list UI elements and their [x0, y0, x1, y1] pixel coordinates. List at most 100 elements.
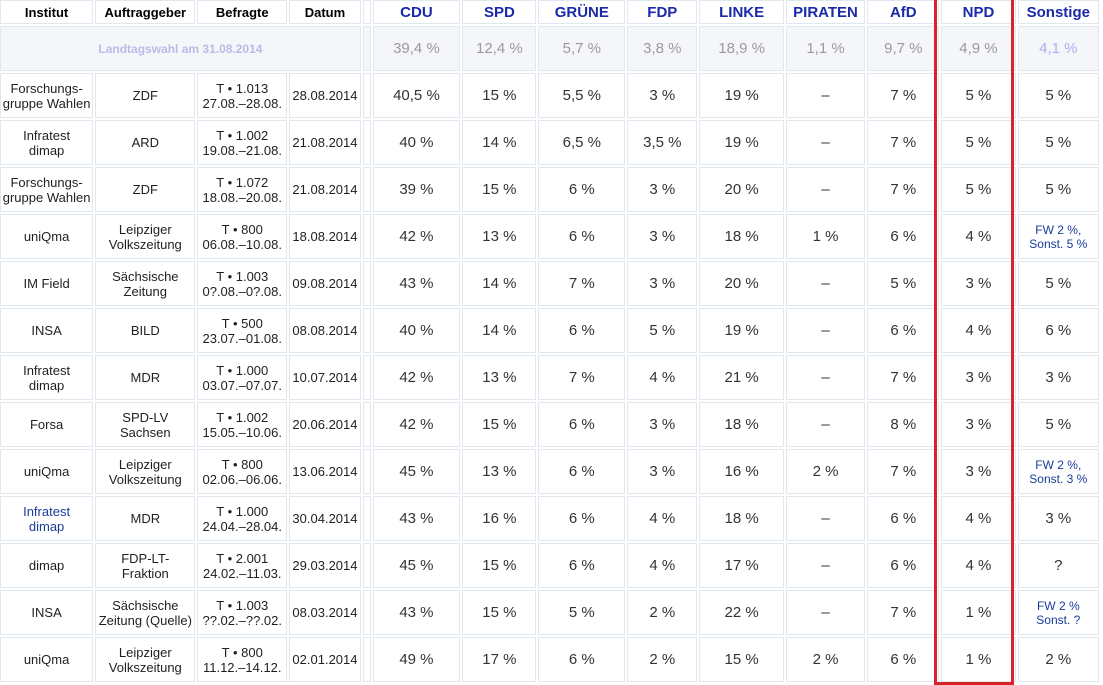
institut-cell[interactable]: Infratest dimap: [0, 355, 94, 400]
value-piraten: 2 %: [785, 449, 866, 494]
poll-row: Infratest dimap MDR T • 1.000 24.04.–28.04…: [0, 496, 1099, 541]
value-cdu: 40 %: [372, 120, 461, 165]
value-linke: 19 %: [699, 120, 784, 165]
value-gruene: 6,5 %: [538, 120, 626, 165]
auftraggeber-cell[interactable]: BILD: [95, 308, 196, 353]
value-afd: 6 %: [867, 543, 940, 588]
befragte-cell: T • 800 02.06.–06.06.: [197, 449, 288, 494]
auftraggeber-cell[interactable]: Sächsische Zeitung: [95, 261, 196, 306]
value-sonstige: 3 %: [1017, 496, 1099, 541]
value-gruene: 6 %: [538, 167, 626, 212]
datum-cell: 02.01.2014: [289, 637, 361, 682]
poll-row: Forsa SPD-LV Sachsen T • 1.002 15.05.–10.0…: [0, 402, 1099, 447]
institut-cell[interactable]: dimap: [0, 543, 94, 588]
value-piraten: 1 %: [785, 214, 866, 259]
result-value: 4,1 %: [1017, 26, 1099, 71]
value-piraten: 2 %: [785, 637, 866, 682]
institut-cell[interactable]: INSA: [0, 590, 94, 635]
auftraggeber-cell[interactable]: ZDF: [95, 73, 196, 118]
value-spd: 16 %: [462, 496, 537, 541]
value-cdu: 39 %: [372, 167, 461, 212]
header-fdp[interactable]: FDP: [627, 0, 698, 24]
institut-cell[interactable]: Infratest dimap: [0, 496, 94, 541]
value-gruene: 7 %: [538, 261, 626, 306]
value-linke: 20 %: [699, 261, 784, 306]
value-fdp: 4 %: [627, 543, 698, 588]
auftraggeber-cell[interactable]: Leipziger Volkszeitung: [95, 214, 196, 259]
separator: [362, 73, 371, 118]
value-gruene: 7 %: [538, 355, 626, 400]
value-fdp: 4 %: [627, 355, 698, 400]
auftraggeber-cell[interactable]: Sächsische Zeitung (Quelle): [95, 590, 196, 635]
institut-cell[interactable]: uniQma: [0, 449, 94, 494]
value-fdp: 4 %: [627, 496, 698, 541]
datum-cell: 20.06.2014: [289, 402, 361, 447]
value-afd: 8 %: [867, 402, 940, 447]
value-piraten: –: [785, 496, 866, 541]
value-spd: 15 %: [462, 73, 537, 118]
auftraggeber-cell[interactable]: MDR: [95, 355, 196, 400]
value-sonstige: 5 %: [1017, 167, 1099, 212]
institut-cell[interactable]: INSA: [0, 308, 94, 353]
result-value: 4,9 %: [941, 26, 1016, 71]
header-piraten[interactable]: PIRATEN: [785, 0, 866, 24]
auftraggeber-cell[interactable]: SPD-LV Sachsen: [95, 402, 196, 447]
auftraggeber-cell[interactable]: MDR: [95, 496, 196, 541]
auftraggeber-cell[interactable]: ZDF: [95, 167, 196, 212]
value-sonstige: FW 2 %, Sonst. 5 %: [1017, 214, 1099, 259]
institut-cell[interactable]: Forschungs- gruppe Wahlen: [0, 73, 94, 118]
value-afd: 6 %: [867, 496, 940, 541]
value-afd: 7 %: [867, 120, 940, 165]
auftraggeber-cell[interactable]: Leipziger Volkszeitung: [95, 637, 196, 682]
value-cdu: 42 %: [372, 214, 461, 259]
value-linke: 20 %: [699, 167, 784, 212]
value-fdp: 2 %: [627, 637, 698, 682]
auftraggeber-cell[interactable]: ARD: [95, 120, 196, 165]
institut-cell[interactable]: IM Field: [0, 261, 94, 306]
value-linke: 22 %: [699, 590, 784, 635]
header-gruene[interactable]: GRÜNE: [538, 0, 626, 24]
header-spd[interactable]: SPD: [462, 0, 537, 24]
value-npd: 1 %: [941, 637, 1016, 682]
election-result-label[interactable]: Landtagswahl am 31.08.2014: [0, 26, 361, 71]
value-linke: 16 %: [699, 449, 784, 494]
value-linke: 17 %: [699, 543, 784, 588]
auftraggeber-cell[interactable]: Leipziger Volkszeitung: [95, 449, 196, 494]
befragte-cell: T • 1.000 03.07.–07.07.: [197, 355, 288, 400]
separator: [362, 26, 371, 71]
befragte-cell: T • 1.003 0?.08.–0?.08.: [197, 261, 288, 306]
value-afd: 6 %: [867, 637, 940, 682]
datum-cell: 30.04.2014: [289, 496, 361, 541]
separator: [362, 449, 371, 494]
header-sonstige[interactable]: Sonstige: [1017, 0, 1099, 24]
value-linke: 18 %: [699, 214, 784, 259]
value-npd: 3 %: [941, 261, 1016, 306]
header-cdu[interactable]: CDU: [372, 0, 461, 24]
value-fdp: 3 %: [627, 261, 698, 306]
separator: [362, 637, 371, 682]
separator: [362, 167, 371, 212]
value-piraten: –: [785, 543, 866, 588]
poll-row: Infratest dimap ARD T • 1.002 19.08.–21.08…: [0, 120, 1099, 165]
institut-cell[interactable]: Infratest dimap: [0, 120, 94, 165]
value-fdp: 3 %: [627, 402, 698, 447]
value-spd: 15 %: [462, 590, 537, 635]
value-npd: 4 %: [941, 496, 1016, 541]
separator: [362, 214, 371, 259]
institut-cell[interactable]: uniQma: [0, 637, 94, 682]
institut-cell[interactable]: Forsa: [0, 402, 94, 447]
institut-cell[interactable]: Forschungs- gruppe Wahlen: [0, 167, 94, 212]
institut-cell[interactable]: uniQma: [0, 214, 94, 259]
header-npd[interactable]: NPD: [941, 0, 1016, 24]
value-npd: 5 %: [941, 73, 1016, 118]
header-afd[interactable]: AfD: [867, 0, 940, 24]
value-cdu: 43 %: [372, 590, 461, 635]
header-linke[interactable]: LINKE: [699, 0, 784, 24]
value-afd: 7 %: [867, 590, 940, 635]
datum-cell: 21.08.2014: [289, 167, 361, 212]
auftraggeber-cell[interactable]: FDP-LT- Fraktion: [95, 543, 196, 588]
value-piraten: –: [785, 308, 866, 353]
value-npd: 4 %: [941, 543, 1016, 588]
separator: [362, 261, 371, 306]
